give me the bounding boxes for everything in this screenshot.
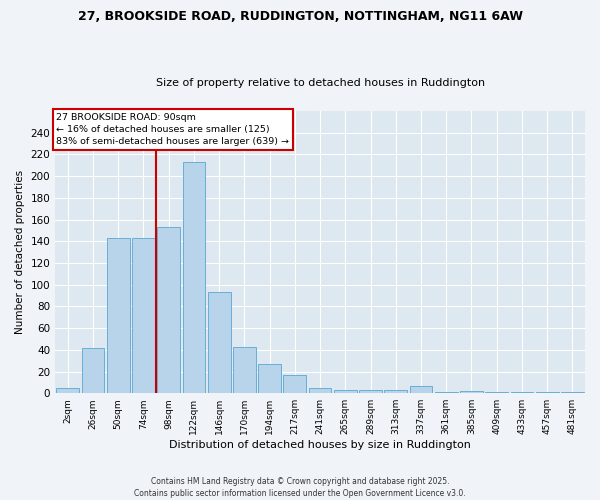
Bar <box>107 238 130 393</box>
Bar <box>258 364 281 393</box>
Y-axis label: Number of detached properties: Number of detached properties <box>15 170 25 334</box>
Bar <box>536 392 559 393</box>
Bar <box>385 390 407 393</box>
Bar <box>561 392 584 393</box>
Bar <box>334 390 356 393</box>
Bar <box>359 390 382 393</box>
Bar <box>233 346 256 393</box>
Bar <box>309 388 331 393</box>
Bar <box>485 392 508 393</box>
Bar <box>56 388 79 393</box>
Text: 27, BROOKSIDE ROAD, RUDDINGTON, NOTTINGHAM, NG11 6AW: 27, BROOKSIDE ROAD, RUDDINGTON, NOTTINGH… <box>77 10 523 23</box>
Bar <box>283 375 306 393</box>
Bar <box>511 392 533 393</box>
Title: Size of property relative to detached houses in Ruddington: Size of property relative to detached ho… <box>155 78 485 88</box>
Text: 27 BROOKSIDE ROAD: 90sqm
← 16% of detached houses are smaller (125)
83% of semi-: 27 BROOKSIDE ROAD: 90sqm ← 16% of detach… <box>56 113 289 146</box>
Bar <box>182 162 205 393</box>
Bar <box>132 238 155 393</box>
Bar <box>157 227 180 393</box>
Bar <box>460 391 483 393</box>
Text: Contains HM Land Registry data © Crown copyright and database right 2025.
Contai: Contains HM Land Registry data © Crown c… <box>134 476 466 498</box>
X-axis label: Distribution of detached houses by size in Ruddington: Distribution of detached houses by size … <box>169 440 471 450</box>
Bar <box>410 386 433 393</box>
Bar <box>208 292 230 393</box>
Bar <box>435 392 458 393</box>
Bar <box>82 348 104 393</box>
